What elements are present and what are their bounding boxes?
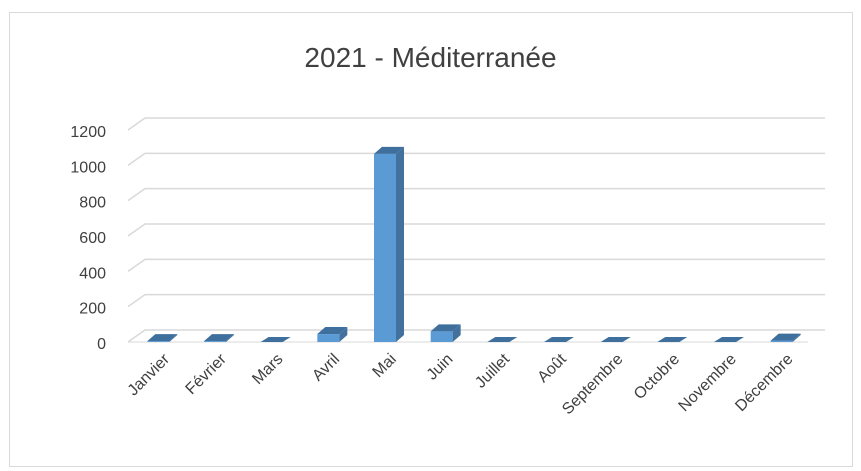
bar-front: [430, 331, 453, 342]
x-tick-label: Mai: [370, 351, 400, 381]
bar-top: [317, 327, 348, 335]
x-tick-label: Mars: [249, 351, 286, 388]
bar-top: [770, 333, 801, 341]
bar-top: [147, 334, 178, 342]
x-tick-label: Novembre: [676, 351, 740, 415]
bar-janvier: [147, 334, 178, 342]
y-tick-label: 800: [79, 195, 106, 212]
gridline: [127, 117, 825, 131]
bar-top: [260, 337, 291, 342]
x-tick-label: Janvier: [125, 350, 174, 399]
bar-side: [452, 324, 461, 342]
bar-front: [770, 340, 793, 342]
x-tick-label: Octobre: [631, 351, 683, 403]
gridline: [127, 329, 825, 343]
bar-top: [430, 324, 461, 332]
bar-front: [147, 341, 170, 342]
gridline: [127, 187, 825, 202]
bar-février: [204, 334, 234, 342]
bar-mars: [260, 337, 291, 342]
bar-front: [204, 341, 226, 342]
y-tick-label: 400: [79, 265, 106, 282]
bar-front: [374, 153, 396, 342]
bar-juin: [430, 324, 461, 342]
bar-mai: [374, 146, 404, 342]
bar-side: [396, 146, 404, 342]
bar-top: [600, 337, 631, 342]
bar-top: [374, 146, 404, 154]
y-tick-label: 200: [79, 301, 106, 318]
bar-top: [487, 337, 518, 342]
gridline: [127, 152, 825, 166]
y-tick-label: 0: [97, 336, 106, 353]
x-tick-label: Juin: [424, 351, 457, 384]
x-tick-label: Septembre: [559, 351, 626, 418]
bar-juillet: [487, 337, 518, 342]
bar-top: [204, 334, 234, 342]
bar-décembre: [770, 333, 801, 342]
bar-août: [544, 337, 574, 342]
y-tick-label: 1000: [70, 159, 106, 176]
gridline: [127, 223, 825, 237]
bar-top: [657, 337, 688, 342]
bar-top: [544, 337, 574, 342]
bar-front: [317, 334, 340, 342]
x-tick-label: Juillet: [472, 350, 513, 391]
y-tick-label: 1200: [70, 124, 106, 141]
bar-top: [714, 337, 744, 342]
y-tick-label: 600: [79, 230, 106, 247]
bar-novembre: [714, 337, 744, 342]
bar-side: [226, 334, 234, 342]
x-tick-label: Décembre: [732, 351, 796, 415]
x-tick-label: Août: [535, 350, 571, 386]
gridline: [127, 258, 825, 272]
chart-frame: [9, 12, 853, 467]
bar-octobre: [657, 337, 688, 342]
bar-septembre: [600, 337, 631, 342]
bar-side: [339, 327, 348, 342]
x-tick-label: Février: [183, 350, 231, 398]
chart-title: 2021 - Méditerranée: [304, 42, 557, 73]
bar-avril: [317, 327, 348, 342]
bar-side: [169, 334, 178, 342]
bar-side: [792, 333, 801, 342]
x-tick-label: Avril: [309, 351, 343, 385]
gridline: [127, 293, 825, 308]
